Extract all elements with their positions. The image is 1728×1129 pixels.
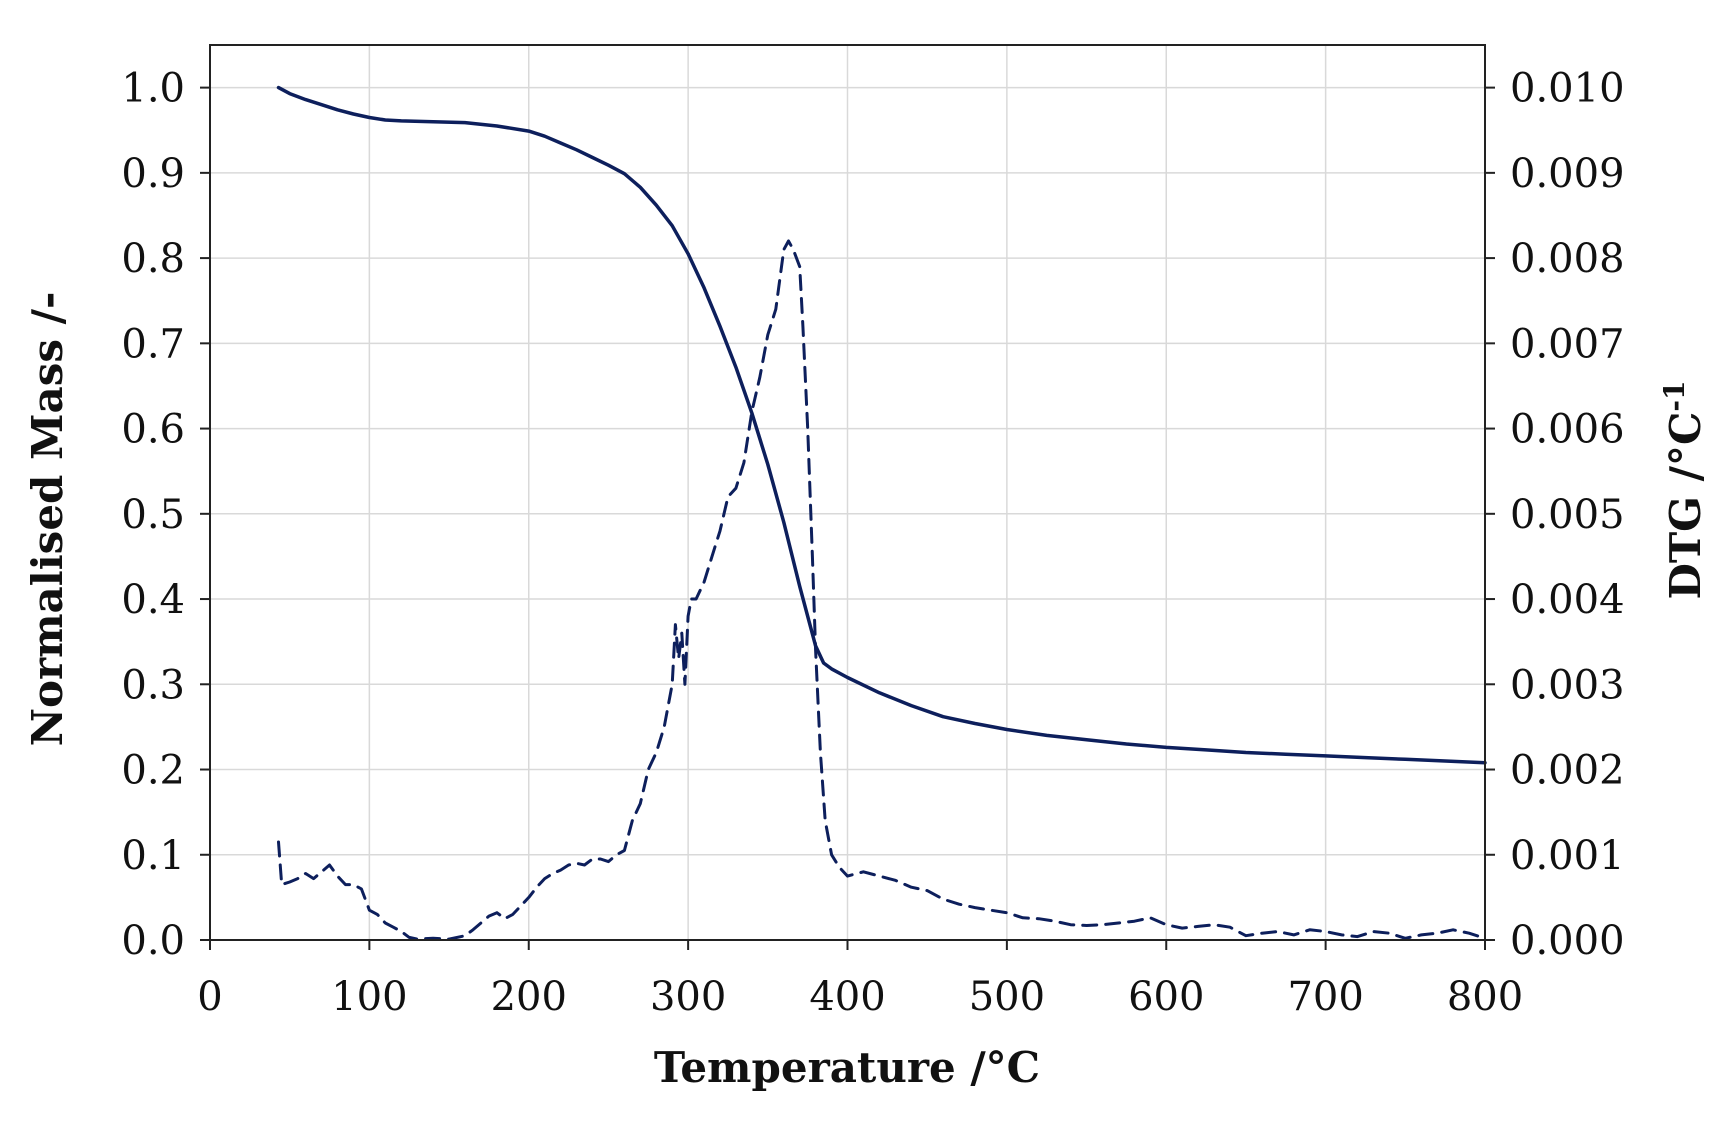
x-tick-label: 400 — [809, 974, 885, 1020]
y-tick-label: 0.3 — [121, 662, 185, 708]
y2-tick-label: 0.005 — [1510, 492, 1625, 538]
x-tick-label: 300 — [650, 974, 726, 1020]
y2-tick-label: 0.002 — [1510, 748, 1625, 794]
y-tick-label: 0.6 — [121, 407, 185, 453]
y-tick-label: 0.1 — [121, 833, 185, 879]
y-tick-label: 0.8 — [121, 236, 185, 282]
y-tick-label: 0.9 — [121, 151, 185, 197]
x-tick-label: 100 — [331, 974, 407, 1020]
y2-tick-label: 0.000 — [1510, 918, 1625, 964]
y-tick-label: 0.7 — [121, 321, 185, 367]
x-tick-label: 600 — [1128, 974, 1204, 1020]
dtg-series-line — [277, 239, 1487, 941]
gridlines — [210, 45, 1485, 940]
mass-series-line — [276, 85, 1487, 765]
x-tick-label: 800 — [1447, 974, 1523, 1020]
y2-tick-label: 0.004 — [1510, 577, 1625, 623]
x-tick-label: 200 — [491, 974, 567, 1020]
y-axis-title: Normalised Mass /- — [23, 292, 72, 747]
tick-labels: 0 100 200 300 400 500 600 700 800 0.0 0.1 0.2 0.3 0.4… — [121, 66, 1624, 1020]
x-axis-title: Temperature /°C — [654, 1043, 1040, 1092]
series-lines — [276, 85, 1487, 941]
x-tick-label: 700 — [1287, 974, 1363, 1020]
y-tick-label: 0.5 — [121, 492, 185, 538]
y2-axis-title-superscript: -1 — [1658, 380, 1691, 411]
x-tick-label: 0 — [197, 974, 222, 1020]
y2-tick-label: 0.001 — [1510, 833, 1625, 879]
y2-tick-label: 0.008 — [1510, 236, 1625, 282]
y2-tick-label: 0.006 — [1510, 407, 1625, 453]
y2-tick-label: 0.003 — [1510, 662, 1625, 708]
y-tick-label: 0.4 — [121, 577, 185, 623]
y2-tick-label: 0.009 — [1510, 151, 1625, 197]
y2-axis-title-text: DTG /°C — [1661, 412, 1710, 600]
y-tick-label: 0.2 — [121, 748, 185, 794]
y2-tick-label: 0.010 — [1510, 66, 1625, 112]
y-tick-label: 1.0 — [121, 66, 185, 112]
y2-tick-label: 0.007 — [1510, 321, 1625, 367]
y-tick-label: 0.0 — [121, 918, 185, 964]
y2-axis-title: DTG /°C-1 — [1658, 380, 1710, 599]
x-tick-label: 500 — [969, 974, 1045, 1020]
axis-ticks — [200, 86, 1495, 950]
